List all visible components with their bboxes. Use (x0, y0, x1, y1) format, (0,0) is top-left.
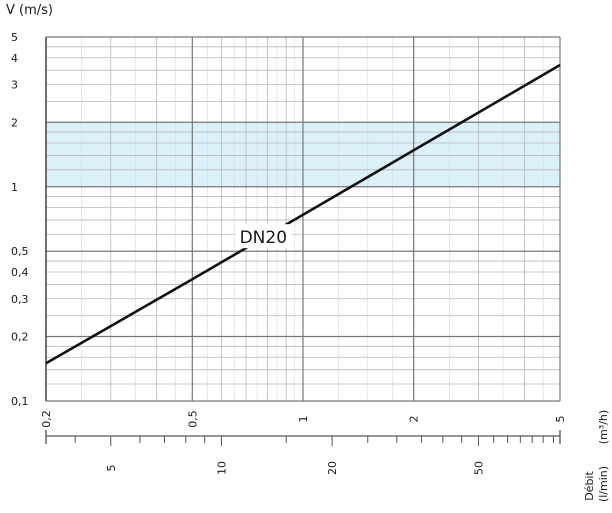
y-tick-label: 0,3 (11, 293, 29, 306)
x-tick-label: 1 (297, 416, 310, 423)
x-secondary-tick-label: 50 (472, 461, 485, 475)
y-tick-label: 0,2 (11, 331, 29, 344)
x-secondary-tick-label: 5 (105, 465, 118, 472)
y-tick-label: 1 (11, 181, 18, 194)
x-tick-label: 0,5 (186, 410, 199, 428)
x-secondary-unit-label: (l/min) (597, 466, 610, 502)
y-axis-title: V (m/s) (6, 3, 53, 18)
axis-unit-labels: (m³/h) Débit (l/min) (583, 410, 610, 502)
x-primary-unit-label: (m³/h) (597, 410, 610, 444)
x-secondary-title: Débit (583, 471, 596, 501)
series-label-background (235, 224, 292, 249)
series-line-dn20 (45, 63, 561, 365)
x-secondary-axis: 5 10 20 50 (45, 430, 561, 475)
x-secondary-tick-label: 10 (215, 461, 228, 475)
y-tick-label: 0,5 (11, 245, 29, 258)
y-tick-label: 0,1 (11, 395, 29, 408)
x-tick-label: 5 (554, 416, 567, 423)
y-tick-label: 3 (11, 79, 18, 92)
x-tick-label: 2 (408, 416, 421, 423)
y-tick-label: 0,4 (11, 266, 29, 279)
series-layer: DN20 (45, 63, 561, 365)
series-label: DN20 (240, 228, 287, 248)
y-tick-label: 4 (11, 52, 18, 65)
y-tick-label: 5 (11, 31, 18, 44)
x-primary-tick-labels: 0,2 0,5 1 2 5 (40, 410, 567, 428)
grid-layer (45, 36, 561, 402)
x-secondary-tick-label: 20 (326, 461, 339, 475)
x-tick-label: 0,2 (40, 410, 53, 428)
y-tick-label: 2 (11, 116, 18, 129)
y-tick-labels: 0,1 0,2 0,3 0,4 0,5 1 2 3 4 5 (11, 31, 29, 408)
